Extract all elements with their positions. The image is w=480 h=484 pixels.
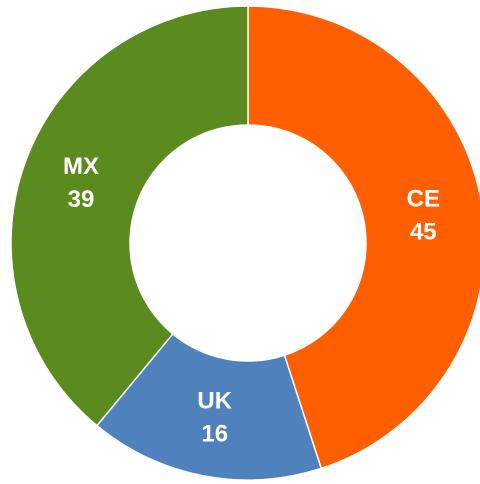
donut-slice: [247, 5, 480, 470]
slice-label: UK: [197, 388, 232, 415]
slice-value: 45: [410, 219, 437, 246]
slice-label: MX: [63, 153, 99, 180]
slice-label: CE: [407, 186, 440, 213]
donut-slice: [95, 332, 323, 481]
slice-value: 39: [68, 186, 95, 213]
donut-slice: [10, 5, 249, 427]
slice-value: 16: [201, 421, 228, 448]
